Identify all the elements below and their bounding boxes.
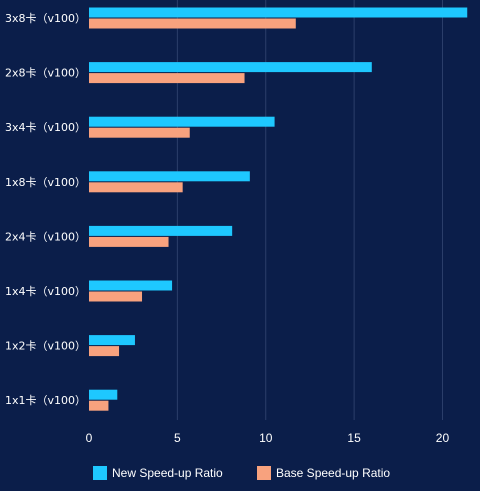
bar-new-6 bbox=[89, 335, 135, 346]
bar-new-0 bbox=[89, 7, 468, 18]
bar-base-4 bbox=[89, 236, 169, 247]
category-label-4: 2x4卡（v100） bbox=[5, 230, 86, 243]
bar-new-5 bbox=[89, 280, 173, 291]
bar-new-1 bbox=[89, 62, 372, 73]
legend-item-base[interactable]: Base Speed-up Ratio bbox=[257, 466, 390, 480]
category-label-1: 2x8卡（v100） bbox=[5, 67, 86, 80]
bar-new-3 bbox=[89, 171, 250, 182]
legend-swatch-new bbox=[93, 466, 107, 480]
bar-new-7 bbox=[89, 389, 118, 400]
x-tick-label-3: 15 bbox=[347, 431, 361, 445]
x-tick-label-4: 20 bbox=[436, 431, 450, 445]
legend-swatch-base bbox=[257, 466, 271, 480]
bar-base-6 bbox=[89, 346, 120, 357]
category-label-0: 3x8卡（v100） bbox=[5, 12, 86, 25]
x-tick-label-1: 5 bbox=[174, 431, 181, 445]
legend-item-new[interactable]: New Speed-up Ratio bbox=[93, 466, 223, 480]
category-label-7: 1x1卡（v100） bbox=[5, 394, 86, 407]
bar-base-2 bbox=[89, 127, 190, 138]
bar-base-3 bbox=[89, 182, 183, 193]
bar-new-4 bbox=[89, 225, 233, 236]
bar-base-7 bbox=[89, 400, 109, 411]
bar-base-1 bbox=[89, 73, 245, 84]
category-label-5: 1x4卡（v100） bbox=[5, 285, 86, 298]
category-label-2: 3x4卡（v100） bbox=[5, 121, 86, 134]
bar-new-2 bbox=[89, 116, 275, 127]
category-label-6: 1x2卡（v100） bbox=[5, 340, 86, 353]
legend-label-new: New Speed-up Ratio bbox=[112, 466, 223, 480]
legend-label-base: Base Speed-up Ratio bbox=[276, 466, 390, 480]
bar-base-5 bbox=[89, 291, 143, 302]
category-label-3: 1x8卡（v100） bbox=[5, 176, 86, 189]
x-tick-label-2: 10 bbox=[259, 431, 273, 445]
x-tick-label-0: 0 bbox=[86, 431, 93, 445]
bar-base-0 bbox=[89, 18, 296, 29]
